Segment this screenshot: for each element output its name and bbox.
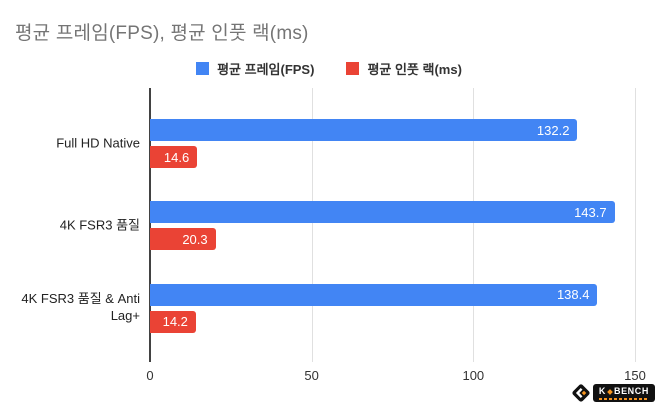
- gridline: [473, 88, 475, 362]
- brand-right: BENCH: [613, 386, 649, 396]
- bar-avg-fps: 143.7: [150, 201, 615, 224]
- axis-baseline: [149, 88, 151, 362]
- brand-subline: [598, 398, 649, 400]
- bar-avg-fps: 138.4: [150, 283, 598, 306]
- gridline: [635, 88, 636, 362]
- x-tick-label: 0: [146, 368, 154, 383]
- bar-value-label: 20.3: [182, 231, 208, 247]
- x-tick-label: 150: [624, 368, 646, 383]
- legend: 평균 프레임(FPS) 평균 인풋 랙(ms): [0, 58, 658, 78]
- kbench-logo-box: K BENCH: [592, 384, 655, 402]
- legend-swatch: [346, 61, 360, 75]
- bar-avg-fps: 132.2: [150, 119, 578, 141]
- bar-value-label: 143.7: [574, 204, 607, 220]
- legend-item: 평균 프레임(FPS): [196, 59, 314, 78]
- brand-left: K: [598, 386, 606, 396]
- legend-label: 평균 프레임(FPS): [217, 61, 315, 77]
- legend-item: 평균 인풋 랙(ms): [346, 59, 462, 78]
- chart-title: 평균 프레임(FPS), 평균 인풋 랙(ms): [15, 23, 309, 44]
- x-tick-label: 50: [304, 368, 319, 383]
- bar-value-label: 138.4: [556, 287, 590, 302]
- bar-value-label: 14.2: [162, 314, 188, 329]
- category-label: 4K FSR3 품질 & Anti Lag+: [21, 291, 140, 323]
- category-label: 4K FSR3 품질: [59, 217, 140, 233]
- bar-value-label: 14.6: [163, 149, 190, 165]
- kbench-watermark: K BENCH: [571, 383, 655, 403]
- legend-swatch: [196, 61, 210, 75]
- bar-avg-input-lag: 14.2: [150, 310, 196, 333]
- bar-value-label: 132.2: [536, 122, 570, 138]
- x-tick-label: 100: [462, 368, 485, 383]
- legend-label: 평균 인풋 랙(ms): [367, 61, 462, 77]
- kbench-logo-text: K BENCH: [599, 387, 649, 396]
- gridline: [311, 88, 313, 362]
- brand-dot-icon: [607, 388, 613, 395]
- plot-area: 132.2 14.6 143.7 20.3 138.4 14.2: [149, 88, 637, 362]
- bar-avg-input-lag: 20.3: [150, 228, 216, 251]
- category-label: Full HD Native: [56, 135, 140, 151]
- bar-avg-input-lag: 14.6: [150, 146, 198, 168]
- kbench-diamond-icon: [572, 384, 590, 402]
